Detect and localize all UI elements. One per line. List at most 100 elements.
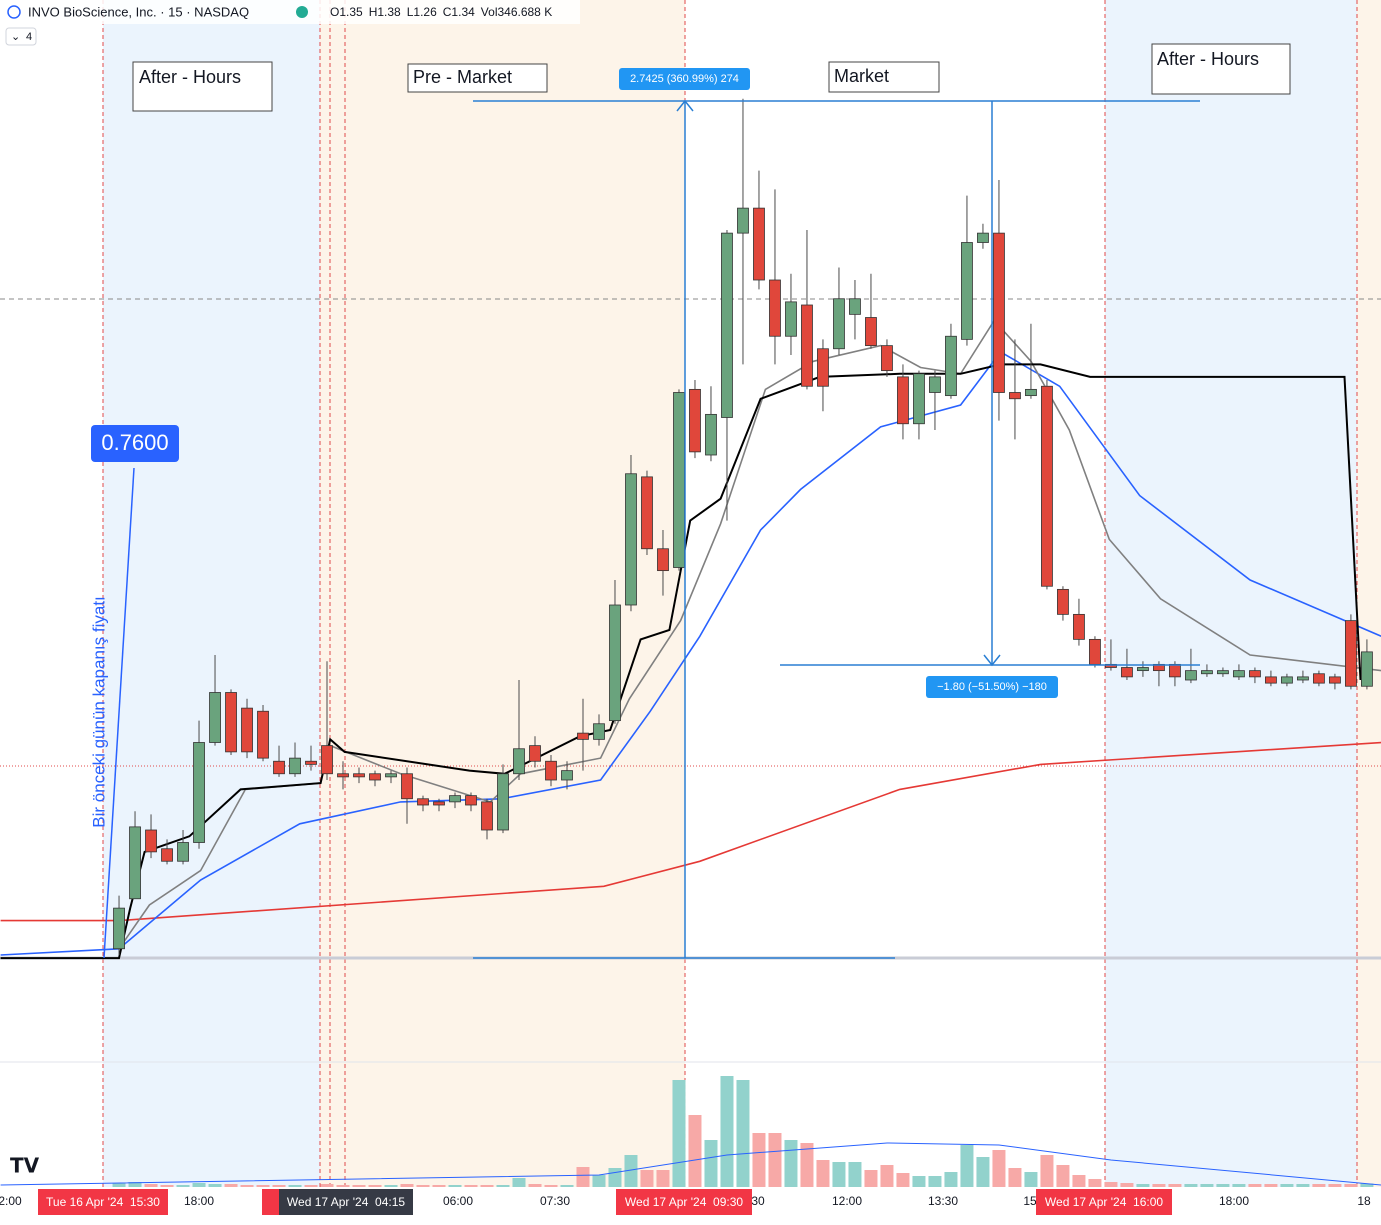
- candle-body: [273, 760, 285, 775]
- candle-body: [1073, 613, 1085, 640]
- header-bg: [0, 0, 580, 24]
- legend-item: C1.34: [443, 5, 475, 19]
- status-dot: [296, 6, 308, 18]
- arrow-head: [983, 654, 1001, 667]
- volume-bar: [512, 1178, 526, 1187]
- time-label: 18:00: [184, 1194, 214, 1208]
- volume-bar: [368, 1185, 382, 1187]
- volume-bar: [1344, 1184, 1358, 1187]
- after-hours-bg: [103, 0, 320, 1187]
- candle-body: [689, 388, 701, 453]
- candle-body: [481, 801, 493, 831]
- candle-body: [497, 773, 509, 831]
- candle-body: [145, 829, 157, 853]
- volume-bar: [1360, 1183, 1374, 1187]
- volume-bar: [1200, 1184, 1214, 1187]
- volume-bar: [768, 1133, 782, 1187]
- candle-body: [1185, 670, 1197, 681]
- volume-bar: [288, 1185, 302, 1187]
- volume-bar: [1280, 1184, 1294, 1187]
- volume-bar: [784, 1140, 798, 1187]
- volume-bar: [128, 1182, 142, 1187]
- candle-body: [529, 745, 541, 762]
- volume-bar: [608, 1168, 622, 1187]
- volume-bar: [416, 1185, 430, 1187]
- session-label: Market: [834, 66, 889, 86]
- session-box: [132, 61, 273, 112]
- candle-body: [369, 773, 381, 781]
- marker-bg: [262, 1189, 279, 1215]
- candle-body: [977, 232, 989, 243]
- candle-body: [257, 710, 269, 759]
- volume-bar: [528, 1184, 542, 1187]
- candle-body: [513, 748, 525, 775]
- volume-bar: [720, 1076, 734, 1187]
- time-marker-bg: [38, 1189, 168, 1215]
- volume-bar: [176, 1185, 190, 1187]
- candle-body: [1361, 651, 1373, 687]
- candle-body: [1009, 392, 1021, 400]
- volume-bar: [1120, 1183, 1134, 1187]
- ohlc-legend: O1.35 H1.38 L1.26 C1.34 Vol346.688 K: [330, 5, 552, 19]
- collapse-indicator: ⌄: [11, 31, 20, 43]
- volume-bar: [736, 1080, 750, 1187]
- volume-bar: [224, 1184, 238, 1187]
- measure-tools: [103, 99, 1200, 959]
- indicator-count: 4: [26, 31, 32, 43]
- candle-body: [193, 742, 205, 843]
- candle-body: [1137, 667, 1149, 672]
- time-label: 06:00: [443, 1194, 473, 1208]
- candle-body: [449, 795, 461, 803]
- time-marker-bg: [1036, 1189, 1172, 1215]
- volume-bar: [160, 1185, 174, 1187]
- legend-item: O1.35: [330, 5, 363, 19]
- volume-bar: [848, 1162, 862, 1187]
- candle-body: [1249, 670, 1261, 678]
- time-label: 18:00: [1219, 1194, 1249, 1208]
- candle-body: [673, 392, 685, 568]
- time-marker: Wed 17 Apr '24 04:15: [287, 1195, 405, 1209]
- volume-bar: [384, 1185, 398, 1187]
- volume-bar: [992, 1150, 1006, 1187]
- volume-bar: [656, 1170, 670, 1187]
- candle-body: [705, 413, 717, 456]
- session-box: [407, 63, 548, 93]
- candle-body: [161, 848, 173, 862]
- candle-body: [929, 376, 941, 393]
- time-label: 18: [1357, 1194, 1371, 1208]
- session-box: [828, 61, 940, 93]
- volume-bar: [688, 1115, 702, 1187]
- volume-bar: [240, 1185, 254, 1187]
- note: Bir önceki günün kapanış fiyatı: [89, 596, 108, 828]
- candle-body: [177, 842, 189, 862]
- measure-label: −1.80 (−51.50%) −180: [937, 681, 1047, 693]
- candle-body: [1089, 638, 1101, 665]
- candle-body: [465, 795, 477, 806]
- volume-bar: [432, 1185, 446, 1187]
- volume-bar: [1024, 1172, 1038, 1187]
- candle-body: [225, 692, 237, 753]
- volume-bar: [1152, 1184, 1166, 1187]
- volume-bar: [544, 1185, 558, 1187]
- volume-bar: [624, 1155, 638, 1187]
- session-backgrounds: [103, 0, 1381, 1187]
- candles: [113, 98, 1373, 955]
- volume-bar: [880, 1165, 894, 1187]
- volume-bar: [832, 1162, 846, 1187]
- volume-bar: [1248, 1184, 1262, 1187]
- volume-bar: [1136, 1184, 1150, 1187]
- interval-box[interactable]: [5, 27, 37, 46]
- volume-bar: [672, 1080, 686, 1187]
- candle-body: [785, 301, 797, 337]
- volume-bar: [112, 1183, 126, 1187]
- pre-market-bg: [1357, 0, 1381, 1187]
- volume-bar: [592, 1175, 606, 1187]
- time-label: 2:00: [0, 1194, 22, 1208]
- candle-body: [1041, 385, 1053, 587]
- label-pointer: [103, 467, 135, 959]
- measure-label: 2.7425 (360.99%) 274: [630, 73, 739, 85]
- time-label: 30: [751, 1194, 765, 1208]
- time-axis: 2:0018:00W06:0007:303012:0013:301518:001…: [0, 1189, 1371, 1215]
